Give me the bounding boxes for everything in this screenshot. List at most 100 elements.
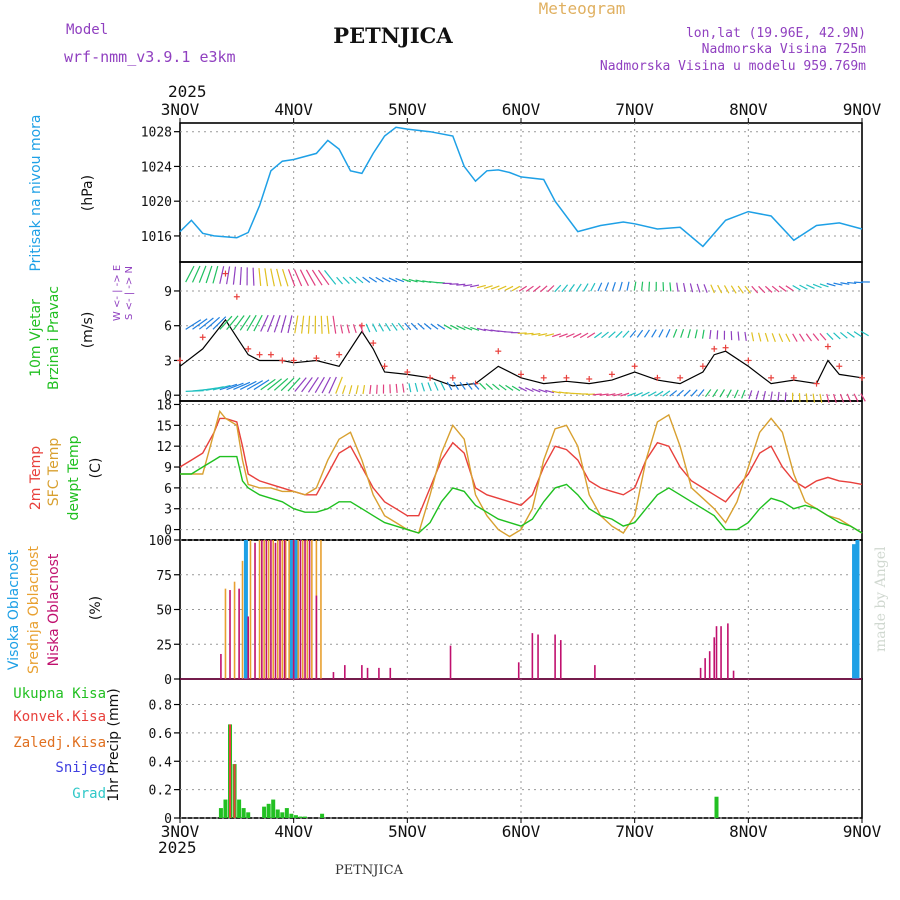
wind-arrow	[219, 383, 238, 391]
y-tick-label: 6	[164, 320, 172, 335]
wind-title-2: Brzina i Pravac	[46, 286, 62, 390]
cloud-bar	[320, 540, 322, 679]
wind-arrow	[676, 389, 684, 397]
wind-arrow	[391, 322, 398, 331]
cloud-title-high: Visoka Oblacnost	[6, 549, 22, 670]
wind-arrow	[470, 326, 480, 331]
cloud-bar	[852, 544, 857, 679]
cloud-bar	[301, 540, 304, 679]
gust-marker	[267, 351, 274, 358]
wind-arrow	[525, 285, 534, 292]
wind-arrow	[340, 324, 344, 334]
wind-arrow	[651, 329, 657, 338]
cloud-bar	[554, 634, 556, 679]
wind-arrow	[633, 281, 637, 291]
wind-arrow	[792, 333, 798, 342]
gust-marker	[290, 357, 297, 364]
wind-arrow	[697, 389, 705, 397]
wind-arrow	[689, 283, 694, 293]
wind-arrow	[694, 329, 698, 339]
precip-bar	[303, 816, 308, 818]
gust-marker	[586, 375, 593, 382]
wind-arrow	[826, 282, 836, 287]
wind-arrow	[505, 384, 514, 391]
wind-arrow	[676, 282, 679, 292]
wind-arrow	[430, 323, 439, 330]
wind-arrow	[342, 276, 350, 284]
wind-arrow	[805, 393, 808, 403]
wind-arrow	[226, 315, 239, 331]
wind-arrow	[205, 316, 221, 330]
wind-arrow	[701, 329, 705, 339]
wind-arrow	[446, 381, 453, 391]
wind-arrow	[710, 284, 715, 294]
wind-arrow	[709, 329, 712, 340]
wind-arrow	[601, 331, 609, 339]
wind-arrow	[568, 284, 575, 292]
wind-arrow	[680, 329, 685, 338]
wind-arrow	[733, 389, 739, 399]
x-tick-label-top: 3NOV	[161, 100, 200, 119]
x-tick-label-bottom: 4NOV	[274, 822, 313, 841]
gust-marker	[711, 345, 718, 352]
wind-arrow	[531, 332, 541, 336]
cloud-bar	[229, 590, 231, 679]
wind-arrow	[395, 383, 398, 394]
wind-arrow	[854, 281, 864, 284]
wind-arrow	[860, 330, 869, 337]
watermark: made by Angel	[873, 546, 889, 652]
wind-arrow	[466, 382, 473, 390]
wind-arrow	[748, 390, 753, 400]
wind-arrow	[348, 385, 353, 395]
temp-title-dew: dewpt Temp	[66, 435, 82, 520]
wind-arrow	[332, 315, 337, 334]
wind-arrow	[696, 283, 701, 293]
wind-arrow	[525, 387, 534, 393]
wind-arrow	[662, 390, 671, 397]
wind-arrow	[599, 393, 609, 396]
wind-arrow	[669, 282, 672, 292]
x-tick-label-top: 8NOV	[729, 100, 768, 119]
cloud-bar	[708, 651, 711, 679]
wind-arrow	[770, 391, 773, 401]
panel-frame	[179, 678, 863, 819]
gust-marker	[370, 340, 377, 347]
gust-marker	[518, 371, 524, 378]
wind-arrow	[212, 316, 227, 330]
wind-arrow	[626, 281, 630, 291]
precip-bar	[246, 812, 251, 818]
wind-arrow	[744, 285, 751, 294]
precip-bar	[280, 812, 285, 818]
y-tick-label: 12	[156, 440, 172, 455]
wind-arrow	[470, 284, 480, 288]
wind-arrow	[751, 285, 759, 294]
cloud-bar	[449, 645, 452, 679]
wind-arrow	[459, 381, 466, 390]
cloud-bar	[238, 588, 240, 679]
precip-legend-3: Snijeg	[55, 760, 106, 776]
gust-marker	[495, 348, 502, 355]
wind-arrow	[404, 322, 412, 331]
wind-arrow	[219, 266, 225, 284]
wind-arrow	[627, 392, 637, 397]
wind-arrow	[826, 332, 834, 340]
wind-arrow	[545, 333, 555, 337]
wind-speed-line	[179, 318, 863, 387]
wind-arrow	[410, 322, 418, 330]
y-tick-label: 0.6	[149, 727, 172, 742]
gust-marker	[256, 351, 263, 358]
cloud-bar	[378, 667, 380, 679]
wind-arrow	[565, 333, 575, 338]
wind-arrow	[453, 381, 459, 391]
cloud-bar	[243, 540, 248, 679]
cloud-bar	[594, 665, 596, 679]
wind-arrow	[239, 267, 242, 286]
wind-arrow	[388, 277, 398, 283]
wind-arrow	[719, 389, 725, 398]
wind-arrow	[384, 322, 391, 332]
wind-arrow	[253, 379, 270, 391]
wind-arrow	[531, 388, 541, 393]
wind-arrow	[378, 323, 384, 332]
wind-arrow	[723, 285, 730, 294]
wind-arrow	[421, 382, 425, 392]
